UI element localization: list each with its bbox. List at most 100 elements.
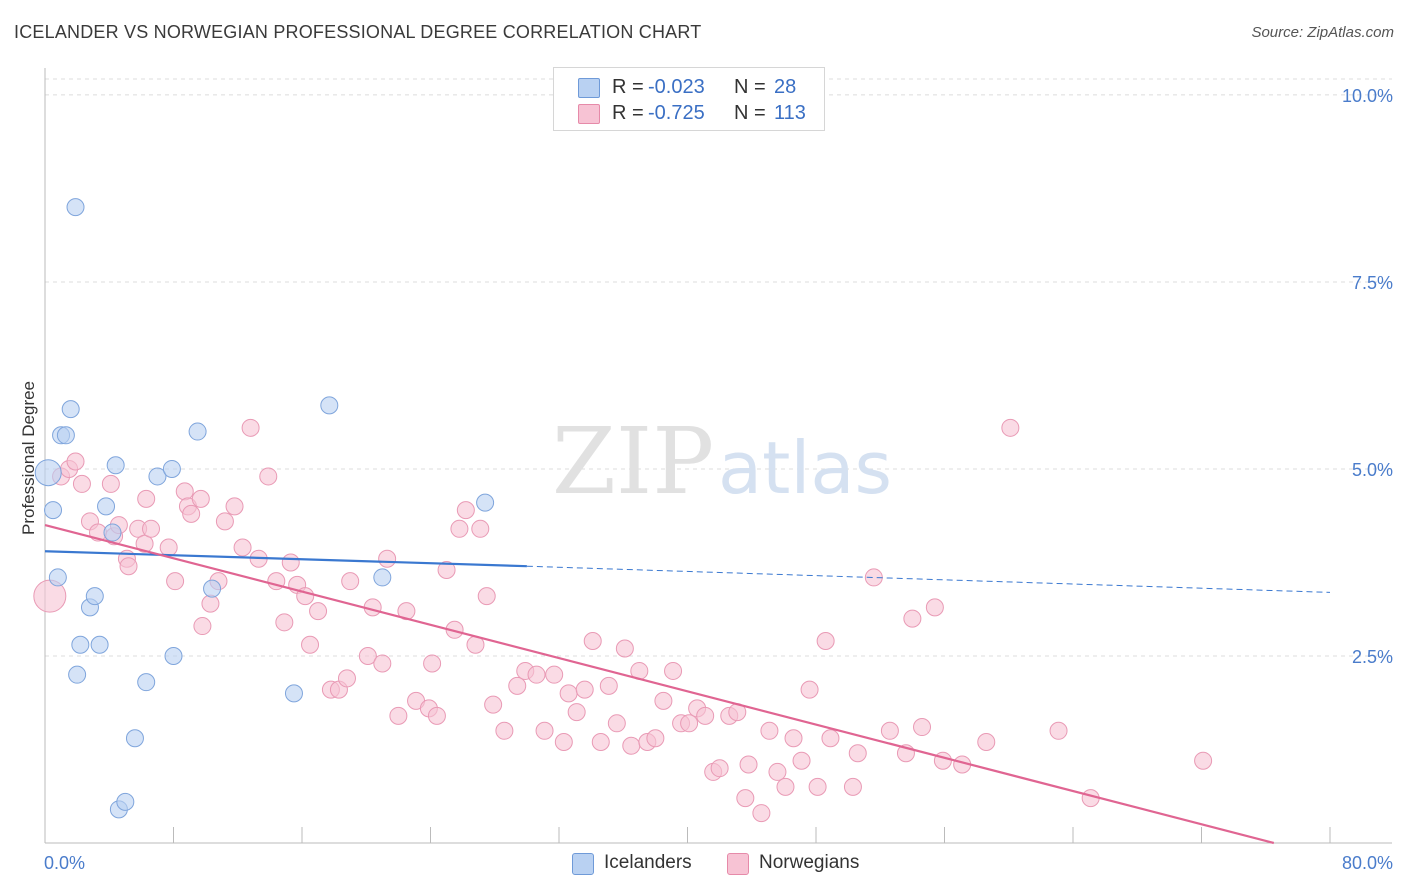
norwegian-point: [615, 639, 634, 658]
norwegian-point: [175, 482, 194, 501]
norwegian-point: [66, 452, 85, 471]
icelander-point: [103, 523, 122, 542]
icelander-point: [148, 467, 167, 486]
norwegian-point: [925, 598, 944, 617]
norwegian-point: [977, 733, 996, 752]
norwegian-point: [607, 714, 626, 733]
x-tick-label: 80.0%: [1342, 853, 1393, 873]
icelander-point: [203, 579, 222, 598]
norwegian-point: [159, 538, 178, 557]
norwegian-point: [696, 706, 715, 725]
norwegian-point: [378, 549, 397, 568]
icelander-point: [66, 198, 85, 217]
norwegian-point: [225, 497, 244, 516]
norwegian-point: [599, 676, 618, 695]
x-tick-labels: 0.0% 80.0%: [44, 853, 1393, 873]
norwegian-point: [768, 762, 787, 781]
norwegian-point: [591, 733, 610, 752]
bottom-legend-swatch-icelanders: [572, 853, 594, 875]
norwegian-point: [101, 474, 120, 493]
norwegian-point: [484, 695, 503, 714]
trend-lines: [44, 524, 1331, 845]
legend-r-label: R =: [612, 102, 644, 124]
norwegian-point: [166, 572, 185, 591]
norwegian-point: [784, 729, 803, 748]
norwegian-point: [337, 669, 356, 688]
norwegian-point: [191, 489, 210, 508]
icelander-point: [71, 635, 90, 654]
norwegian-point: [903, 609, 922, 628]
norwegian-trend-line: [44, 524, 1275, 845]
norwegian-point: [739, 755, 758, 774]
norwegian-point: [233, 538, 252, 557]
norwegian-point: [215, 512, 234, 531]
legend-r-value: -0.725: [648, 102, 705, 124]
icelander-point: [164, 646, 183, 665]
norwegian-point: [281, 553, 300, 572]
norwegian-point: [137, 489, 156, 508]
y-tick-label: 5.0%: [1352, 460, 1393, 480]
norwegian-point: [800, 680, 819, 699]
norwegian-point: [575, 680, 594, 699]
axes: [44, 68, 1392, 844]
norwegian-point: [119, 557, 138, 576]
norwegian-point: [559, 684, 578, 703]
norwegian-point: [736, 789, 755, 808]
norwegian-point: [389, 706, 408, 725]
norwegian-point: [913, 718, 932, 737]
norwegian-point: [710, 759, 729, 778]
norwegian-point: [193, 617, 212, 636]
norwegian-point: [1194, 751, 1213, 770]
norwegian-point: [142, 519, 161, 538]
norwegian-point: [423, 654, 442, 673]
norwegian-point: [776, 777, 795, 796]
y-tick-label: 7.5%: [1352, 273, 1393, 293]
norwegian-point: [654, 691, 673, 710]
norwegian-point: [646, 729, 665, 748]
bottom-legend-swatch-norwegians: [727, 853, 749, 875]
norwegian-point: [760, 721, 779, 740]
norwegian-point: [527, 665, 546, 684]
icelander-point: [162, 459, 181, 478]
watermark: ZIP atlas: [552, 408, 892, 515]
norwegian-point: [622, 736, 641, 755]
norwegian-point: [358, 646, 377, 665]
norwegian-point: [450, 519, 469, 538]
data-points: [33, 198, 1213, 823]
norwegian-point: [508, 676, 527, 695]
bottom-legend-label: Norwegians: [759, 852, 860, 873]
norwegian-point: [545, 665, 564, 684]
legend-r-label: R =: [612, 76, 644, 98]
icelander-trend-line: [44, 550, 527, 568]
icelander-point: [85, 587, 104, 606]
x-tick-label: 0.0%: [44, 853, 85, 873]
icelander-point: [106, 456, 125, 475]
legend-swatch-icelanders: [578, 78, 600, 98]
norwegian-point: [1049, 721, 1068, 740]
icelander-point: [476, 493, 495, 512]
norwegian-point: [1001, 418, 1020, 437]
norwegian-point: [427, 706, 446, 725]
norwegian-point: [752, 804, 771, 823]
norwegian-point: [495, 721, 514, 740]
icelander-point: [44, 501, 63, 520]
icelander-point: [116, 792, 135, 811]
icelander-point: [188, 422, 207, 441]
norwegian-point: [135, 534, 154, 553]
norwegian-point: [880, 721, 899, 740]
bottom-legend-label: Icelanders: [604, 852, 692, 873]
y-axis-label: Professional Degree: [19, 381, 38, 535]
watermark-zip: ZIP: [552, 408, 714, 515]
legend-r-value: -0.023: [648, 76, 705, 98]
correlation-legend: R = -0.023 N = 28 R = -0.725 N = 113: [553, 67, 825, 131]
icelander-point: [137, 673, 156, 692]
watermark-atlas: atlas: [718, 426, 892, 510]
y-tick-label: 2.5%: [1352, 647, 1393, 667]
legend-n-value: 113: [774, 102, 806, 124]
icelander-point: [68, 665, 87, 684]
norwegian-point: [554, 733, 573, 752]
norwegian-point: [437, 560, 456, 579]
norwegian-point: [664, 661, 683, 680]
norwegian-point: [816, 632, 835, 651]
